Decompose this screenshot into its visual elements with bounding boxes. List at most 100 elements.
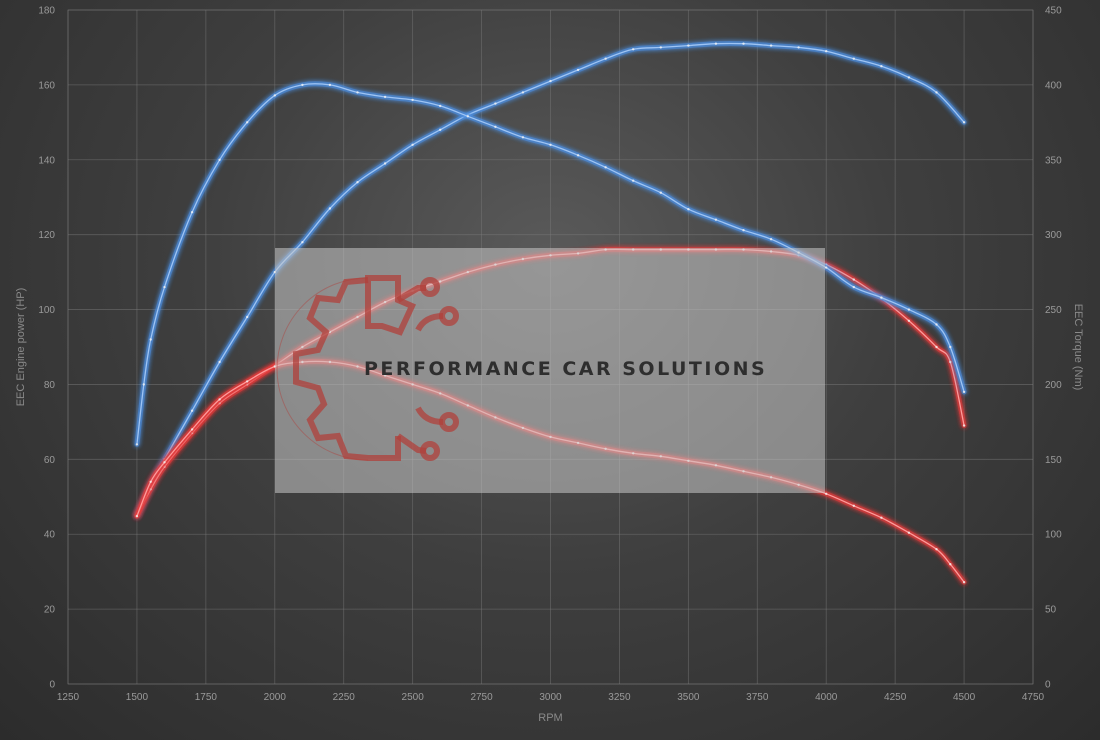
data-point	[935, 323, 938, 326]
y-tick-label: 140	[38, 155, 55, 166]
x-tick-label: 2500	[402, 692, 425, 703]
data-point	[907, 308, 911, 311]
data-point	[880, 296, 883, 299]
data-point	[907, 76, 911, 79]
series-line	[136, 83, 965, 446]
data-point	[935, 345, 938, 349]
data-point	[383, 162, 387, 165]
data-point	[907, 319, 911, 322]
data-point	[494, 125, 497, 128]
data-point	[218, 158, 221, 161]
y-tick-label: 120	[38, 230, 55, 241]
data-point	[714, 42, 718, 45]
y2-tick-label: 100	[1045, 530, 1062, 541]
data-point	[411, 143, 414, 146]
y-tick-label: 40	[44, 530, 56, 541]
data-point	[218, 360, 221, 364]
y-tick-label: 80	[44, 380, 56, 391]
x-tick-label: 3500	[677, 692, 700, 703]
data-point	[521, 91, 525, 94]
data-point	[494, 102, 497, 105]
data-point	[825, 492, 828, 495]
series-1	[134, 40, 967, 518]
data-point	[852, 278, 855, 281]
x-tick-label: 4500	[953, 692, 976, 703]
data-point	[549, 79, 552, 83]
watermark-text: PERFORMANCE CAR SOLUTIONS	[364, 358, 767, 380]
data-point	[880, 65, 883, 68]
series-3	[134, 81, 967, 447]
data-point	[632, 48, 635, 51]
data-point	[769, 44, 773, 47]
data-point	[714, 218, 718, 221]
x-tick-label: 1250	[57, 692, 80, 703]
data-point	[659, 46, 662, 49]
x-tick-label: 3000	[539, 692, 562, 703]
series-line	[136, 42, 965, 517]
data-point	[742, 229, 745, 232]
data-point	[852, 285, 855, 289]
data-point	[742, 42, 745, 45]
data-point	[466, 115, 469, 118]
data-point	[163, 285, 166, 289]
x-tick-label: 3250	[608, 692, 631, 703]
y2-axis-label: EEC Torque (Nm)	[1072, 304, 1084, 391]
data-point	[935, 548, 938, 551]
data-point	[659, 191, 662, 194]
data-point	[190, 428, 194, 431]
y-tick-label: 0	[49, 680, 55, 691]
data-point	[825, 50, 828, 53]
y2-tick-label: 350	[1045, 155, 1062, 166]
data-point	[632, 179, 635, 182]
x-tick-label: 2000	[264, 692, 287, 703]
y2-tick-label: 400	[1045, 80, 1062, 91]
data-point	[604, 57, 607, 60]
x-tick-label: 4750	[1022, 692, 1045, 703]
data-point	[797, 46, 800, 49]
data-point	[880, 516, 883, 519]
y-axis-label: EEC Engine power (HP)	[15, 288, 27, 407]
data-point	[962, 581, 966, 584]
x-tick-label: 4250	[884, 692, 907, 703]
data-point	[149, 338, 152, 341]
data-point	[769, 238, 773, 241]
y-tick-label: 100	[38, 305, 55, 316]
data-point	[190, 211, 194, 214]
x-tick-label: 1750	[195, 692, 218, 703]
y-tick-label: 20	[44, 605, 56, 616]
watermark: PERFORMANCE CAR SOLUTIONS	[275, 248, 825, 493]
axes: 1250 1500 1750 2000 2250 2500 2750 3000 3250 3500…	[15, 6, 1084, 725]
x-axis-label: RPM	[538, 712, 562, 724]
x-tick-label: 2250	[333, 692, 356, 703]
data-point	[135, 443, 139, 446]
data-point	[962, 424, 966, 427]
y2-tick-label: 250	[1045, 305, 1062, 316]
x-tick-label: 1500	[126, 692, 149, 703]
x-tick-label: 3750	[746, 692, 769, 703]
y2-tick-label: 50	[1045, 605, 1057, 616]
data-point	[687, 208, 690, 211]
y2-tick-label: 0	[1045, 680, 1051, 691]
data-point	[549, 143, 552, 146]
data-point	[439, 104, 442, 108]
data-point	[962, 121, 966, 124]
data-point	[356, 181, 359, 184]
data-point	[935, 91, 938, 94]
data-point	[142, 383, 145, 386]
data-point	[246, 380, 249, 383]
data-point	[687, 44, 690, 47]
data-point	[301, 241, 304, 244]
data-point	[411, 98, 414, 102]
y-tick-label: 180	[38, 6, 55, 17]
data-point	[439, 128, 442, 131]
data-point	[328, 83, 332, 87]
data-point	[273, 94, 276, 97]
y2-tick-label: 300	[1045, 230, 1062, 241]
x-tick-label: 2750	[470, 692, 493, 703]
data-point	[521, 136, 525, 139]
data-point	[301, 83, 304, 87]
data-point	[383, 95, 387, 99]
data-point	[246, 315, 249, 319]
data-point	[852, 57, 855, 60]
